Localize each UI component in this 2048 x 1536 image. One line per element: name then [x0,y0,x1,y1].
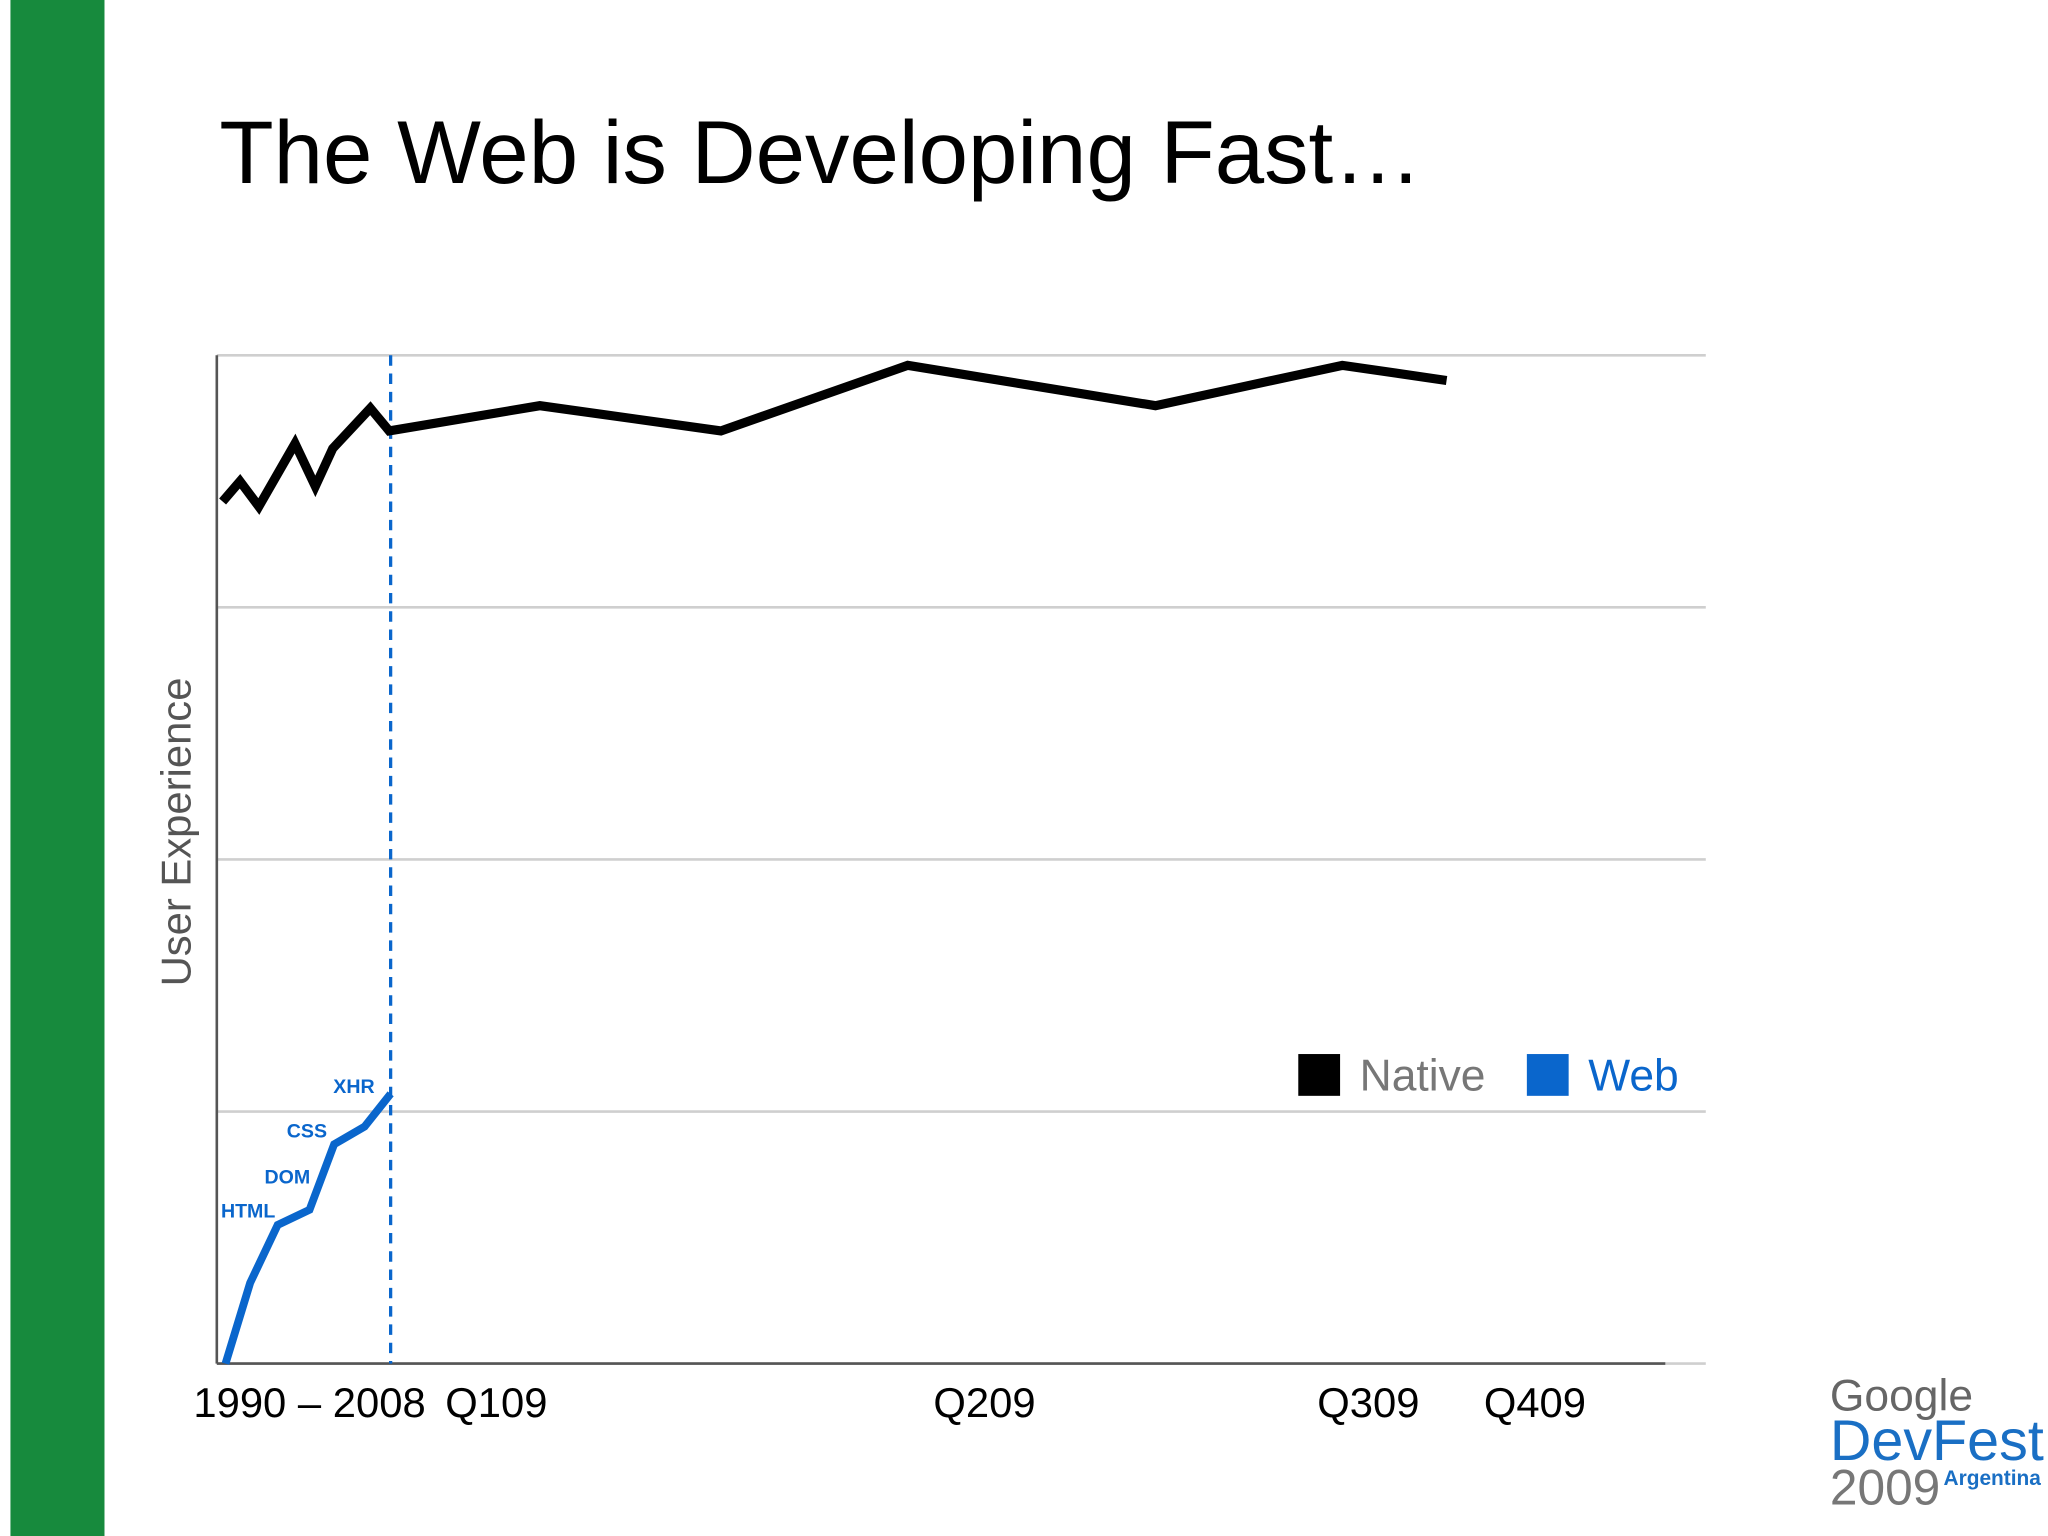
x-tick-label: Q209 [933,1379,1035,1426]
slide-title: The Web is Developing Fast… [219,103,1422,202]
legend-label: Web [1588,1052,1678,1101]
logo-country: Argentina [1944,1467,2042,1490]
annotation: HTML [221,1200,275,1222]
x-tick-label: Q309 [1317,1379,1419,1426]
side-bar [10,0,105,1536]
legend-swatch [1298,1054,1341,1096]
logo-google: Google [1830,1372,1973,1421]
legend-swatch [1526,1054,1569,1096]
legend-label: Native [1360,1052,1486,1101]
series-line [219,360,1448,515]
x-tick-label: 1990 – 2008 [193,1379,425,1426]
annotation: CSS [287,1121,327,1143]
x-tick-label: Q409 [1484,1379,1586,1426]
logo-year: 2009 [1830,1460,1940,1516]
annotation: DOM [265,1166,311,1188]
logo-devfest: DevFest [1830,1409,2044,1473]
series-line [221,1091,394,1365]
annotation: XHR [333,1076,374,1098]
x-tick-label: Q109 [445,1379,547,1426]
y-axis-label: User Experience [153,678,200,987]
